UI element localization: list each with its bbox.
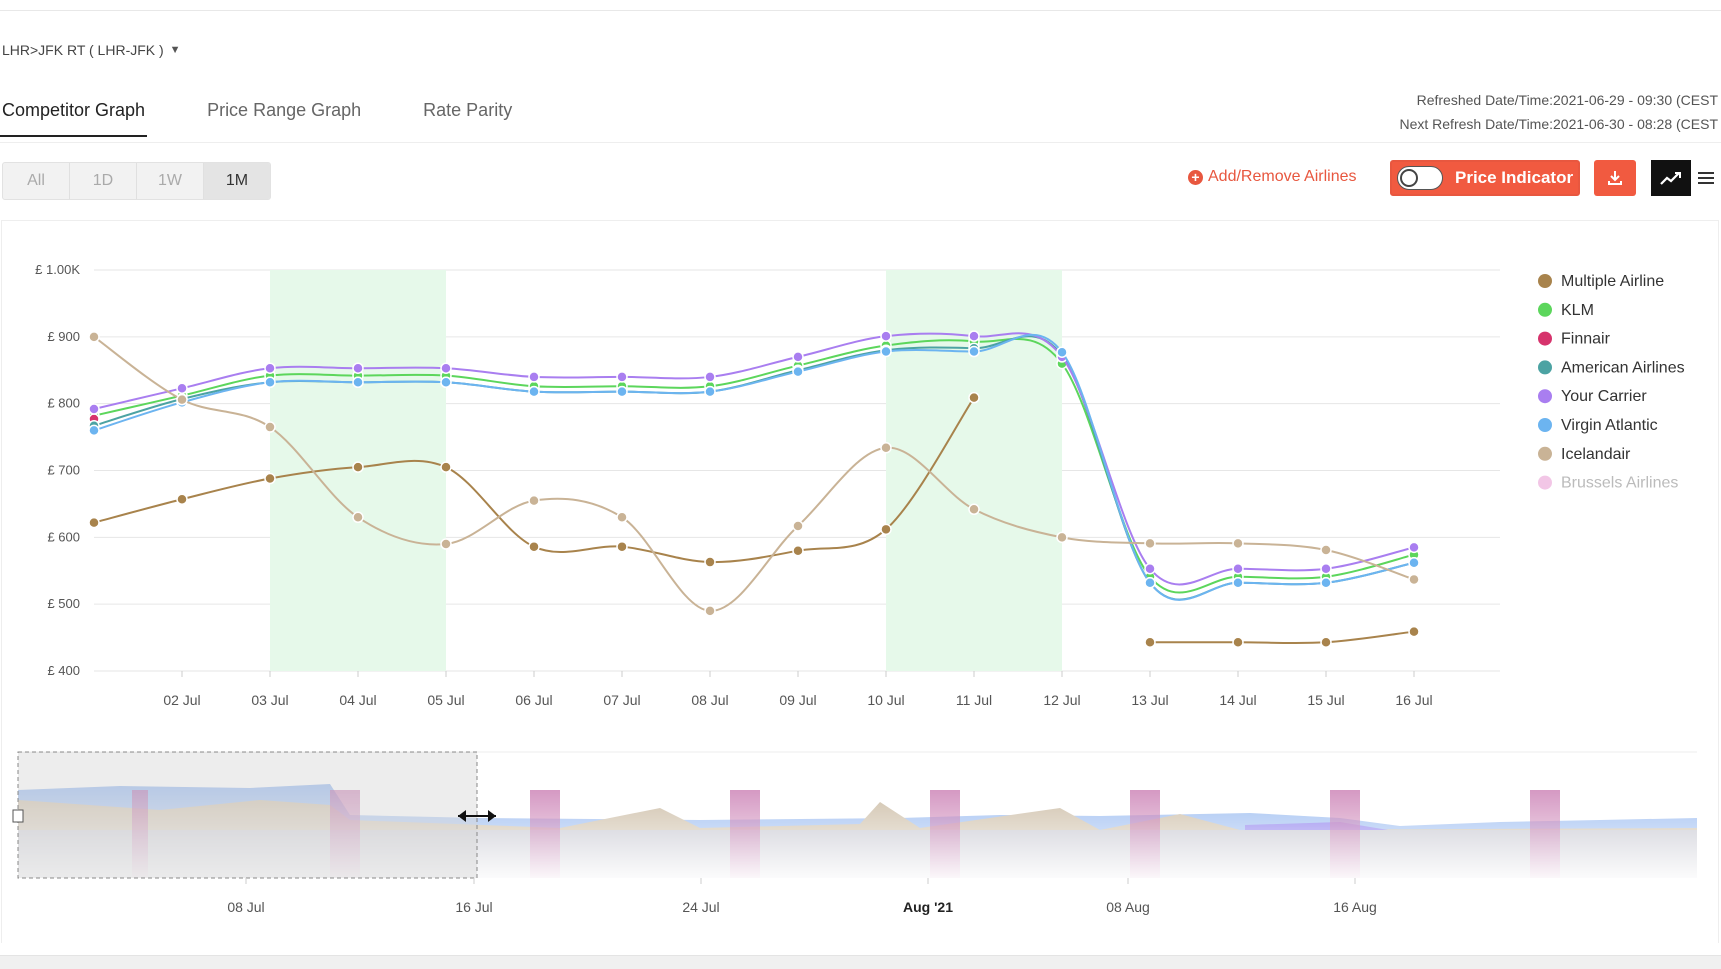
caret-down-icon: ▼: [169, 44, 181, 56]
bottom-divider: [0, 955, 1721, 969]
chart-card: [1, 220, 1719, 943]
menu-button[interactable]: [1698, 166, 1718, 190]
hamburger-icon: [1698, 172, 1714, 174]
toggle-switch[interactable]: [1397, 166, 1443, 190]
tab-competitor-graph[interactable]: Competitor Graph: [0, 96, 148, 137]
refreshed-time: Refreshed Date/Time:2021-06-29 - 09:30 (…: [1416, 92, 1718, 108]
graph-tabs: Competitor Graph Price Range Graph Rate …: [0, 96, 572, 137]
download-button[interactable]: [1594, 160, 1636, 196]
refresh-info: Refreshed Date/Time:2021-06-29 - 09:30 (…: [1399, 88, 1718, 136]
add-remove-airlines-link[interactable]: + Add/Remove Airlines: [1188, 168, 1357, 186]
tab-price-range-graph[interactable]: Price Range Graph: [207, 100, 362, 120]
range-selector: All 1D 1W 1M: [2, 162, 271, 200]
route-selector[interactable]: LHR>JFK RT ( LHR-JFK ) ▼: [2, 42, 181, 58]
route-label: LHR>JFK RT ( LHR-JFK ): [2, 42, 164, 58]
price-indicator-label: Price Indicator: [1455, 168, 1574, 187]
next-refresh-time: Next Refresh Date/Time:2021-06-30 - 08:2…: [1399, 116, 1718, 132]
tabs-divider: [0, 142, 1721, 143]
top-divider: [0, 10, 1721, 11]
range-1m-button[interactable]: 1M: [204, 163, 270, 199]
download-icon: [1608, 171, 1622, 185]
range-all-button[interactable]: All: [3, 163, 70, 199]
price-indicator-toggle[interactable]: Price Indicator: [1390, 160, 1580, 196]
range-1d-button[interactable]: 1D: [70, 163, 137, 199]
plus-circle-icon: +: [1188, 169, 1203, 185]
line-chart-button[interactable]: [1651, 160, 1691, 196]
toggle-knob: [1400, 169, 1418, 187]
trend-line-icon: [1660, 172, 1681, 185]
tab-rate-parity[interactable]: Rate Parity: [423, 100, 513, 120]
range-1w-button[interactable]: 1W: [137, 163, 204, 199]
add-remove-airlines-label: Add/Remove Airlines: [1208, 168, 1357, 185]
